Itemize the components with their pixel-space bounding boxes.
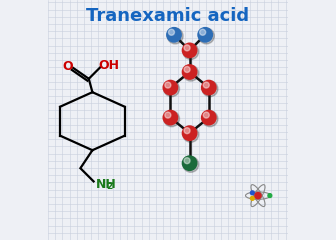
Circle shape	[201, 110, 217, 126]
Circle shape	[201, 80, 217, 96]
Circle shape	[203, 112, 209, 118]
Circle shape	[199, 28, 214, 44]
Circle shape	[182, 125, 198, 141]
Circle shape	[163, 80, 178, 96]
Circle shape	[164, 111, 179, 127]
Circle shape	[250, 196, 254, 200]
Circle shape	[168, 29, 174, 35]
Circle shape	[166, 27, 182, 43]
Circle shape	[167, 28, 183, 44]
Circle shape	[197, 27, 213, 43]
Circle shape	[200, 29, 206, 35]
Circle shape	[164, 81, 179, 97]
Text: Tranexamic acid: Tranexamic acid	[86, 6, 250, 25]
Circle shape	[165, 112, 171, 118]
Circle shape	[183, 65, 199, 81]
Circle shape	[182, 64, 198, 80]
Circle shape	[184, 158, 190, 164]
Text: OH: OH	[98, 59, 119, 72]
Circle shape	[255, 192, 261, 199]
Circle shape	[268, 194, 272, 198]
Circle shape	[183, 44, 199, 60]
Circle shape	[183, 156, 199, 172]
Circle shape	[165, 82, 171, 88]
Text: NH: NH	[95, 178, 116, 191]
Text: O: O	[62, 60, 73, 73]
Circle shape	[184, 128, 190, 134]
Circle shape	[184, 45, 190, 51]
Circle shape	[202, 81, 218, 97]
Circle shape	[183, 126, 199, 142]
Circle shape	[182, 155, 198, 171]
Text: 2: 2	[106, 182, 112, 191]
Circle shape	[202, 111, 218, 127]
Circle shape	[203, 82, 209, 88]
Circle shape	[182, 42, 198, 58]
Circle shape	[250, 191, 254, 195]
Circle shape	[163, 110, 178, 126]
Circle shape	[184, 66, 190, 72]
